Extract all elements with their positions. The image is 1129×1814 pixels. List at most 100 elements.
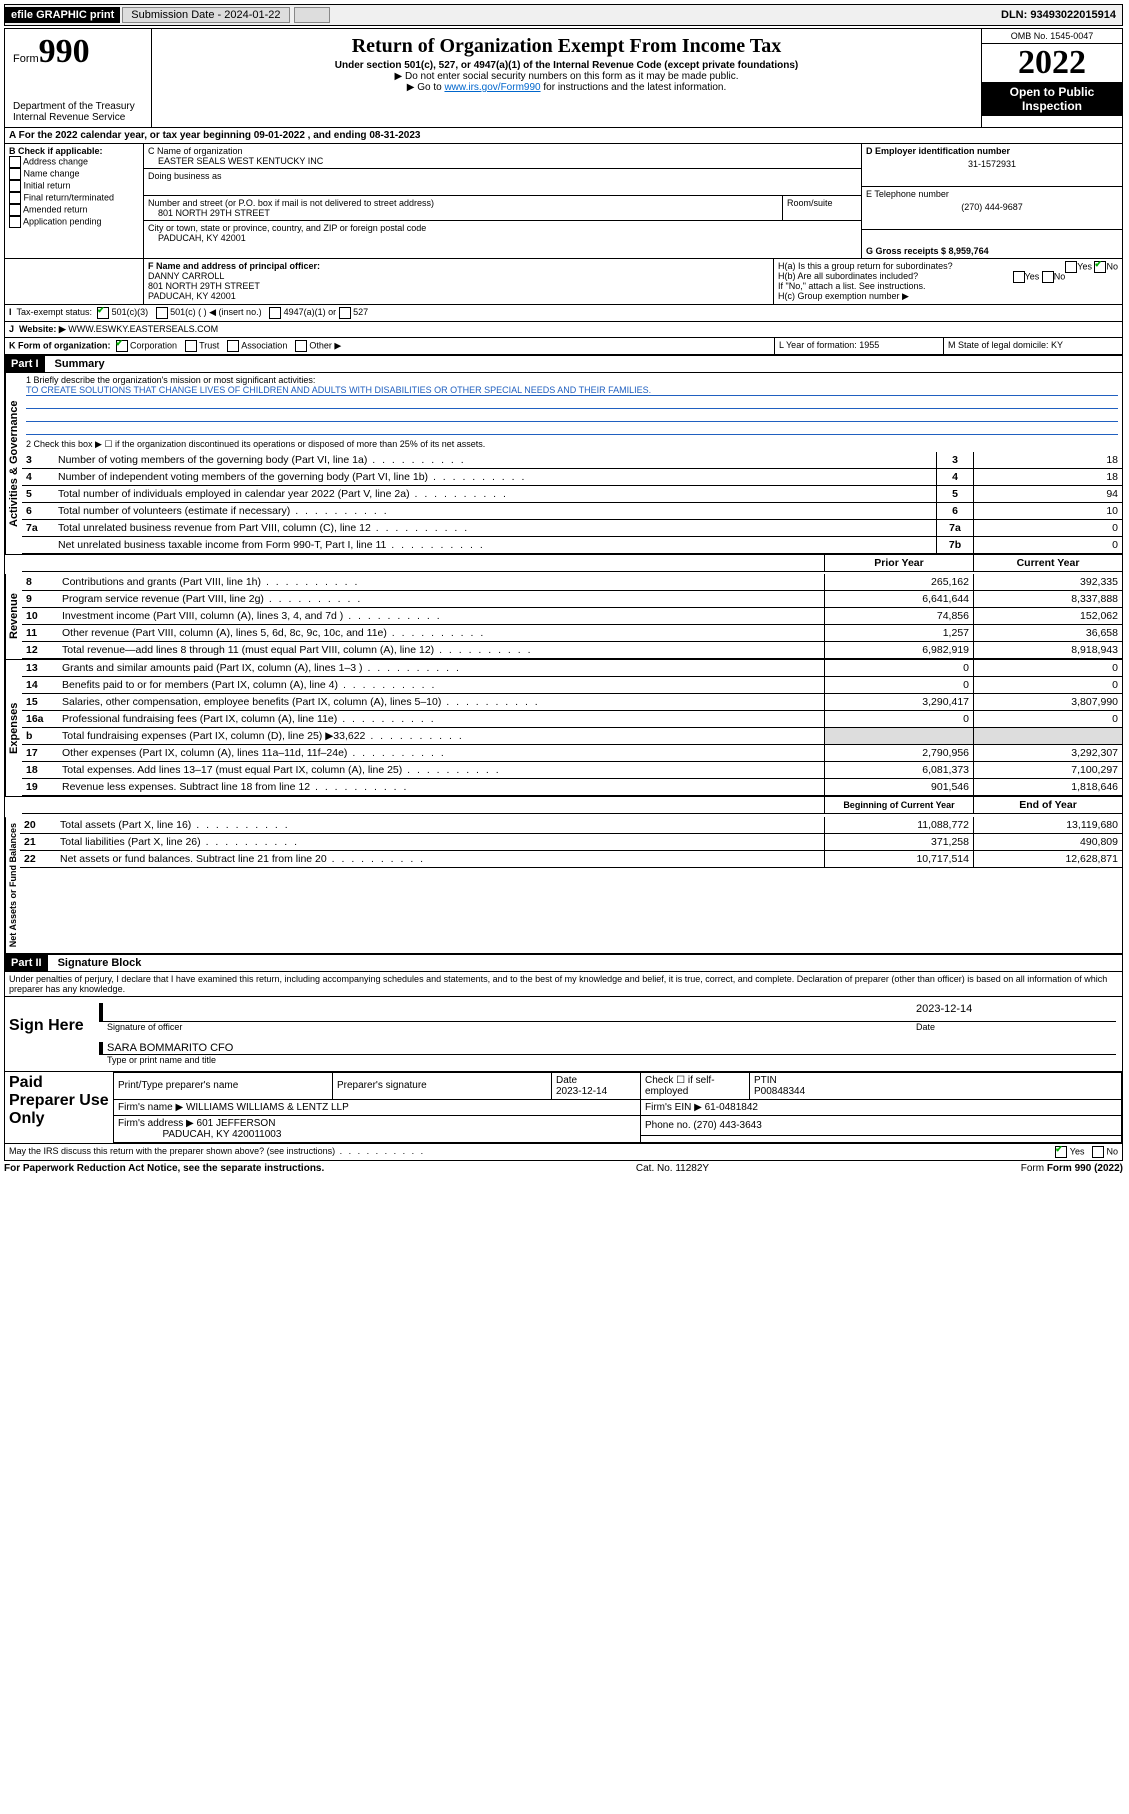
discuss-q: May the IRS discuss this return with the… [9, 1146, 425, 1158]
part1-title: Summary [45, 358, 105, 370]
j-label: Website: ▶ [19, 324, 66, 335]
l-label: L Year of formation: 1955 [775, 338, 944, 354]
submission-date-button[interactable]: Submission Date - 2024-01-22 [122, 7, 289, 23]
table-row: Net unrelated business taxable income fr… [22, 537, 1122, 554]
form-title: Return of Organization Exempt From Incom… [160, 35, 973, 58]
b-option: Amended return [9, 204, 139, 216]
exp-section: Expenses 13Grants and similar amounts pa… [5, 660, 1122, 797]
ha-no-checkbox[interactable] [1094, 261, 1106, 273]
ha-label: H(a) Is this a group return for subordin… [778, 261, 953, 271]
table-row: 6Total number of volunteers (estimate if… [22, 503, 1122, 520]
street-value: 801 NORTH 29TH STREET [148, 208, 778, 218]
c-name-label: C Name of organization [148, 146, 857, 156]
table-row: 11Other revenue (Part VIII, column (A), … [22, 625, 1122, 642]
form-word: Form [13, 53, 39, 65]
i-row: I Tax-exempt status: 501(c)(3) 501(c) ( … [5, 305, 1122, 322]
top-bar: efile GRAPHIC print Submission Date - 20… [4, 4, 1123, 26]
c-box: C Name of organization EASTER SEALS WEST… [144, 144, 862, 258]
discuss-row: May the IRS discuss this return with the… [5, 1144, 1122, 1160]
prep-name-hdr: Print/Type preparer's name [114, 1072, 333, 1099]
footer-right: Form Form 990 (2022) [1021, 1163, 1123, 1174]
room-label: Room/suite [783, 196, 861, 220]
hb-no-checkbox[interactable] [1042, 271, 1054, 283]
city-value: PADUCAH, KY 42001 [148, 233, 857, 243]
q1-label: 1 Briefly describe the organization's mi… [26, 375, 1118, 385]
net-table: 20Total assets (Part X, line 16)11,088,7… [20, 817, 1122, 868]
hb-note: If "No," attach a list. See instructions… [778, 281, 1118, 291]
table-row: 20Total assets (Part X, line 16)11,088,7… [20, 817, 1122, 834]
j-row: J Website: ▶ WWW.ESWKY.EASTERSEALS.COM [5, 322, 1122, 338]
street-label: Number and street (or P.O. box if mail i… [148, 198, 778, 208]
footer: For Paperwork Reduction Act Notice, see … [4, 1161, 1123, 1176]
i-label: Tax-exempt status: [17, 307, 93, 319]
efile-label: efile GRAPHIC print [5, 7, 120, 23]
open-inspection: Open to Public Inspection [982, 82, 1122, 116]
note-2: ▶ Go to www.irs.gov/Form990 for instruct… [160, 82, 973, 93]
firm-ein: 61-0481842 [705, 1102, 758, 1113]
paid-title: Paid Preparer Use Only [5, 1072, 113, 1143]
m-label: M State of legal domicile: KY [944, 338, 1122, 354]
signature-line[interactable] [99, 1003, 910, 1022]
dept-label: Department of the Treasury [13, 101, 143, 112]
i-501c-checkbox[interactable] [156, 307, 168, 319]
name-title-label: Type or print name and title [99, 1055, 1116, 1065]
k-assoc-checkbox[interactable] [227, 340, 239, 352]
k-trust-checkbox[interactable] [185, 340, 197, 352]
sign-date: 2023-12-14 [910, 1003, 1116, 1022]
footer-left: For Paperwork Reduction Act Notice, see … [4, 1163, 324, 1174]
hb-yes-checkbox[interactable] [1013, 271, 1025, 283]
table-row: 7aTotal unrelated business revenue from … [22, 520, 1122, 537]
part2-badge: Part II [5, 955, 48, 971]
row-a: A For the 2022 calendar year, or tax yea… [5, 128, 1122, 144]
blank-button[interactable] [294, 7, 330, 23]
k-label: K Form of organization: [9, 340, 111, 350]
i-527-checkbox[interactable] [339, 307, 351, 319]
e-label: E Telephone number [866, 189, 1118, 199]
omb-label: OMB No. 1545-0047 [982, 29, 1122, 44]
table-row: 18Total expenses. Add lines 13–17 (must … [22, 762, 1122, 779]
tax-year: 2022 [982, 44, 1122, 82]
form-container: Form990 Department of the Treasury Inter… [4, 28, 1123, 1161]
officer-addr1: 801 NORTH 29TH STREET [148, 281, 769, 291]
net-section: Net Assets or Fund Balances 20Total asse… [5, 817, 1122, 954]
begin-year-hdr: Beginning of Current Year [825, 797, 974, 814]
ha-yes-checkbox[interactable] [1065, 261, 1077, 273]
self-emp: Check ☐ if self-employed [641, 1072, 750, 1099]
b-option: Application pending [9, 216, 139, 228]
discuss-yes-checkbox[interactable] [1055, 1146, 1067, 1158]
col-hdr-row: X Prior Year Current Year [5, 555, 1122, 574]
ag-table: 3Number of voting members of the governi… [22, 452, 1122, 554]
b-option: Address change [9, 156, 139, 168]
ein-value: 31-1572931 [866, 156, 1118, 169]
vtab-net: Net Assets or Fund Balances [5, 817, 20, 953]
k-corp-checkbox[interactable] [116, 340, 128, 352]
form990-link[interactable]: www.irs.gov/Form990 [444, 82, 540, 93]
date-label: Date [910, 1022, 1116, 1032]
table-row: 12Total revenue—add lines 8 through 11 (… [22, 642, 1122, 659]
firm-phone: (270) 443-3643 [693, 1120, 761, 1131]
irs-label: Internal Revenue Service [13, 112, 143, 123]
phone-value: (270) 444-9687 [866, 199, 1118, 212]
discuss-no-checkbox[interactable] [1092, 1146, 1104, 1158]
mission-text: TO CREATE SOLUTIONS THAT CHANGE LIVES OF… [26, 385, 1118, 396]
officer-addr2: PADUCAH, KY 42001 [148, 291, 769, 301]
table-row: 9Program service revenue (Part VIII, lin… [22, 591, 1122, 608]
dln-label: DLN: 93493022015914 [995, 7, 1122, 23]
i-501c3-checkbox[interactable] [97, 307, 109, 319]
paid-block: Paid Preparer Use Only Print/Type prepar… [5, 1072, 1122, 1144]
q2-label: 2 Check this box ▶ ☐ if the organization… [22, 437, 1122, 452]
table-row: 19Revenue less expenses. Subtract line 1… [22, 779, 1122, 796]
table-row: 22Net assets or fund balances. Subtract … [20, 850, 1122, 867]
officer-name: DANNY CARROLL [148, 271, 769, 281]
f-box: F Name and address of principal officer:… [144, 259, 774, 304]
part1-badge: Part I [5, 356, 45, 372]
table-row: 17Other expenses (Part IX, column (A), l… [22, 745, 1122, 762]
k-other-checkbox[interactable] [295, 340, 307, 352]
vtab-rev: Revenue [5, 574, 22, 659]
firm-addr: 601 JEFFERSON [197, 1118, 276, 1129]
table-row: 15Salaries, other compensation, employee… [22, 694, 1122, 711]
firm-name: WILLIAMS WILLIAMS & LENTZ LLP [186, 1102, 349, 1113]
penalty-text: Under penalties of perjury, I declare th… [5, 972, 1122, 997]
bcd-block: B Check if applicable: Address change Na… [5, 144, 1122, 259]
i-4947-checkbox[interactable] [269, 307, 281, 319]
